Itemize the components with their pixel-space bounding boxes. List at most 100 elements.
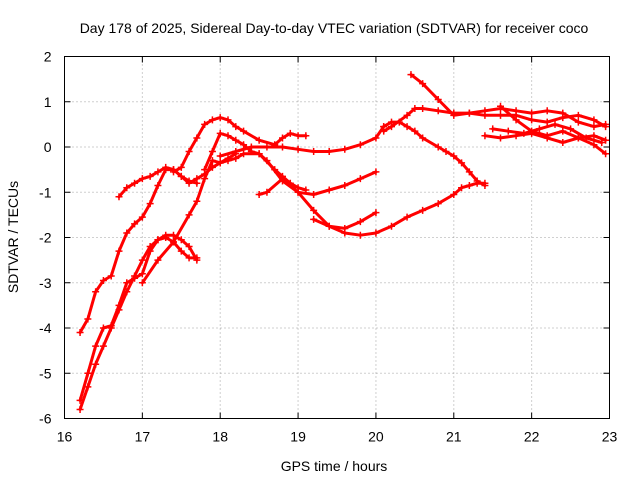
data-point-marker <box>419 80 427 88</box>
data-point-marker <box>559 127 567 135</box>
data-point-marker <box>341 145 349 153</box>
data-point-marker <box>232 136 240 144</box>
data-point-marker <box>559 109 567 117</box>
data-point-marker <box>138 256 146 264</box>
data-point-marker <box>216 114 224 122</box>
data-traces <box>76 71 610 413</box>
data-point-marker <box>146 200 154 208</box>
data-point-marker <box>177 247 185 255</box>
data-point-marker <box>582 134 590 142</box>
data-point-marker <box>419 206 427 214</box>
y-tick-label: -2 <box>39 230 52 246</box>
data-point-marker <box>602 136 610 144</box>
data-point-marker <box>263 157 271 165</box>
data-point-marker <box>123 184 131 192</box>
data-point-marker <box>602 120 610 128</box>
data-point-marker <box>84 383 92 391</box>
data-point-marker <box>92 288 100 296</box>
data-point-marker <box>567 125 575 133</box>
data-point-marker <box>193 175 201 183</box>
data-point-marker <box>543 118 551 126</box>
data-point-marker <box>310 206 318 214</box>
data-point-marker <box>520 129 528 137</box>
data-point-marker <box>170 238 177 246</box>
data-point-marker <box>442 148 450 156</box>
data-point-marker <box>574 111 582 119</box>
data-point-marker <box>294 132 302 140</box>
data-point-marker <box>512 107 520 115</box>
data-point-marker <box>465 168 473 176</box>
data-point-marker <box>208 116 216 124</box>
data-point-marker <box>224 157 232 165</box>
data-point-marker <box>543 107 551 115</box>
data-point-marker <box>465 181 473 189</box>
x-tick-label: 20 <box>368 429 384 445</box>
x-tick-labels: 16 17 18 19 20 21 22 23 <box>57 429 618 445</box>
data-point-marker <box>325 148 333 156</box>
data-point-marker <box>310 148 318 156</box>
data-point-marker <box>138 175 146 183</box>
data-point-marker <box>138 279 146 287</box>
data-point-marker <box>388 222 395 230</box>
data-point-marker <box>131 220 139 228</box>
data-point-marker <box>146 172 154 180</box>
data-point-marker <box>185 148 193 156</box>
y-tick-label: -3 <box>39 275 52 291</box>
data-point-marker <box>162 163 170 171</box>
data-point-marker <box>450 152 458 160</box>
data-point-marker <box>497 134 504 142</box>
data-point-marker <box>177 236 185 244</box>
data-point-marker <box>138 213 146 221</box>
data-point-marker <box>154 236 162 244</box>
data-point-marker <box>341 181 349 189</box>
x-tick-label: 17 <box>135 429 151 445</box>
data-point-marker <box>216 129 224 137</box>
data-point-marker <box>154 168 162 176</box>
y-tick-label: -6 <box>39 411 52 427</box>
series-track-3 <box>78 233 199 411</box>
data-point-marker <box>458 184 466 192</box>
data-point-marker <box>170 168 177 176</box>
data-point-marker <box>294 145 302 153</box>
data-point-marker <box>388 123 395 131</box>
data-point-marker <box>123 288 131 296</box>
series-track-10 <box>382 120 487 187</box>
series-track-13 <box>409 73 608 129</box>
data-point-marker <box>302 132 310 140</box>
data-point-marker <box>403 123 411 131</box>
data-point-marker <box>356 218 364 226</box>
data-point-marker <box>92 360 100 368</box>
series-track-7 <box>203 131 378 196</box>
y-tick-label: 2 <box>44 49 52 65</box>
data-point-marker <box>216 152 224 160</box>
data-point-marker <box>325 186 333 194</box>
data-point-marker <box>450 191 458 199</box>
data-point-marker <box>497 111 504 119</box>
data-point-marker <box>325 222 333 230</box>
data-point-marker <box>193 134 201 142</box>
series-track-6 <box>140 152 308 285</box>
y-tick-label: -5 <box>39 365 52 381</box>
data-point-marker <box>434 95 442 103</box>
data-point-marker <box>255 191 263 199</box>
data-point-marker <box>224 132 232 140</box>
data-point-marker <box>185 243 193 251</box>
data-point-marker <box>512 116 520 124</box>
data-point-marker <box>590 123 598 131</box>
data-point-marker <box>255 150 263 158</box>
data-point-marker <box>411 105 419 113</box>
data-point-marker <box>489 125 497 133</box>
data-point-marker <box>99 342 107 350</box>
data-point-marker <box>286 129 294 137</box>
data-point-marker <box>154 256 162 264</box>
y-tick-labels: -6 -5 -4 -3 -2 -1 0 1 2 <box>39 49 52 427</box>
data-point-marker <box>201 120 209 128</box>
data-point-marker <box>372 209 380 217</box>
data-point-marker <box>434 200 442 208</box>
data-point-marker <box>193 197 201 205</box>
data-point-marker <box>356 231 364 239</box>
data-point-marker <box>598 138 606 146</box>
data-point-marker <box>208 148 216 156</box>
data-point-marker <box>84 369 92 377</box>
